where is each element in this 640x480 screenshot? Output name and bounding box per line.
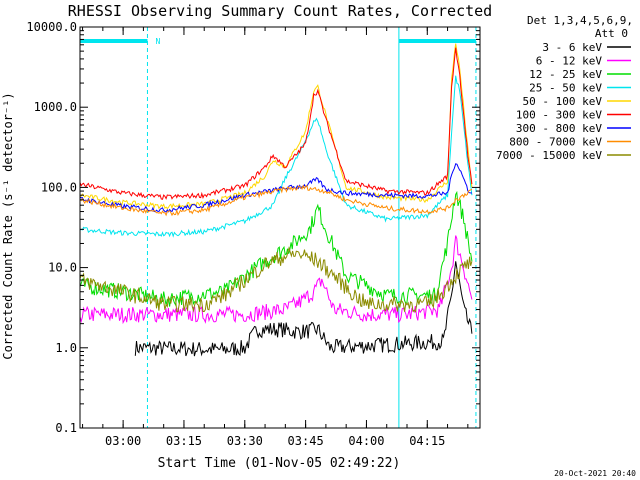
x-tick-label: 03:15 bbox=[166, 434, 202, 448]
axis-ticks: 0.1 1.0 10.0 100.0 1000.0 10000.0 03:00 03:15 03… bbox=[26, 20, 480, 448]
y-axis-label: Corrected Count Rate (s⁻¹ detector⁻¹) bbox=[1, 92, 15, 359]
series-line-6 bbox=[79, 163, 472, 213]
x-tick-label: 03:00 bbox=[105, 434, 141, 448]
legend-label-3: 25 - 50 keV bbox=[529, 82, 602, 95]
timestamp: 20-Oct-2021 20:40 bbox=[554, 469, 636, 478]
legend-label-2: 12 - 25 keV bbox=[529, 68, 602, 81]
legend-label-8: 7000 - 15000 keV bbox=[496, 149, 602, 162]
y-tick-label: 1.0 bbox=[55, 341, 77, 355]
legend-label-0: 3 - 6 keV bbox=[542, 41, 602, 54]
x-tick-label: 04:00 bbox=[348, 434, 384, 448]
series-line-8 bbox=[79, 246, 473, 313]
plot-frame bbox=[79, 26, 481, 429]
series-line-3 bbox=[79, 75, 473, 238]
plot-axes bbox=[79, 26, 481, 429]
x-axis-label: Start Time (01-Nov-05 02:49:22) bbox=[158, 456, 401, 471]
y-tick-label: 1000.0 bbox=[34, 100, 77, 114]
legend-header-line-1: Det 1,3,4,5,6,9, bbox=[527, 14, 633, 27]
legend-label-1: 6 - 12 keV bbox=[536, 55, 603, 68]
chart-title: RHESSI Observing Summary Count Rates, Co… bbox=[68, 2, 492, 20]
series-line-1 bbox=[79, 235, 473, 325]
legend-label-6: 300 - 800 keV bbox=[516, 122, 602, 135]
series-lines bbox=[79, 43, 473, 357]
series-line-7 bbox=[79, 184, 473, 217]
y-tick-label: 0.1 bbox=[55, 421, 77, 435]
legend-header-line-2: Att 0 bbox=[595, 27, 628, 40]
x-tick-label: 03:30 bbox=[227, 434, 263, 448]
x-tick-label: 04:15 bbox=[409, 434, 445, 448]
series-line-5 bbox=[79, 47, 473, 200]
x-tick-label: 03:45 bbox=[288, 434, 324, 448]
legend-label-4: 50 - 100 keV bbox=[523, 95, 603, 108]
series-line-4 bbox=[79, 43, 473, 210]
y-tick-label: 10000.0 bbox=[26, 20, 77, 34]
legend-label-7: 800 - 7000 keV bbox=[509, 136, 602, 149]
y-tick-label: 10.0 bbox=[48, 261, 77, 275]
legend-label-5: 100 - 300 keV bbox=[516, 109, 602, 122]
series-line-0 bbox=[134, 261, 473, 357]
y-tick-label: 100.0 bbox=[41, 180, 77, 194]
saa-marker: N bbox=[155, 37, 160, 46]
